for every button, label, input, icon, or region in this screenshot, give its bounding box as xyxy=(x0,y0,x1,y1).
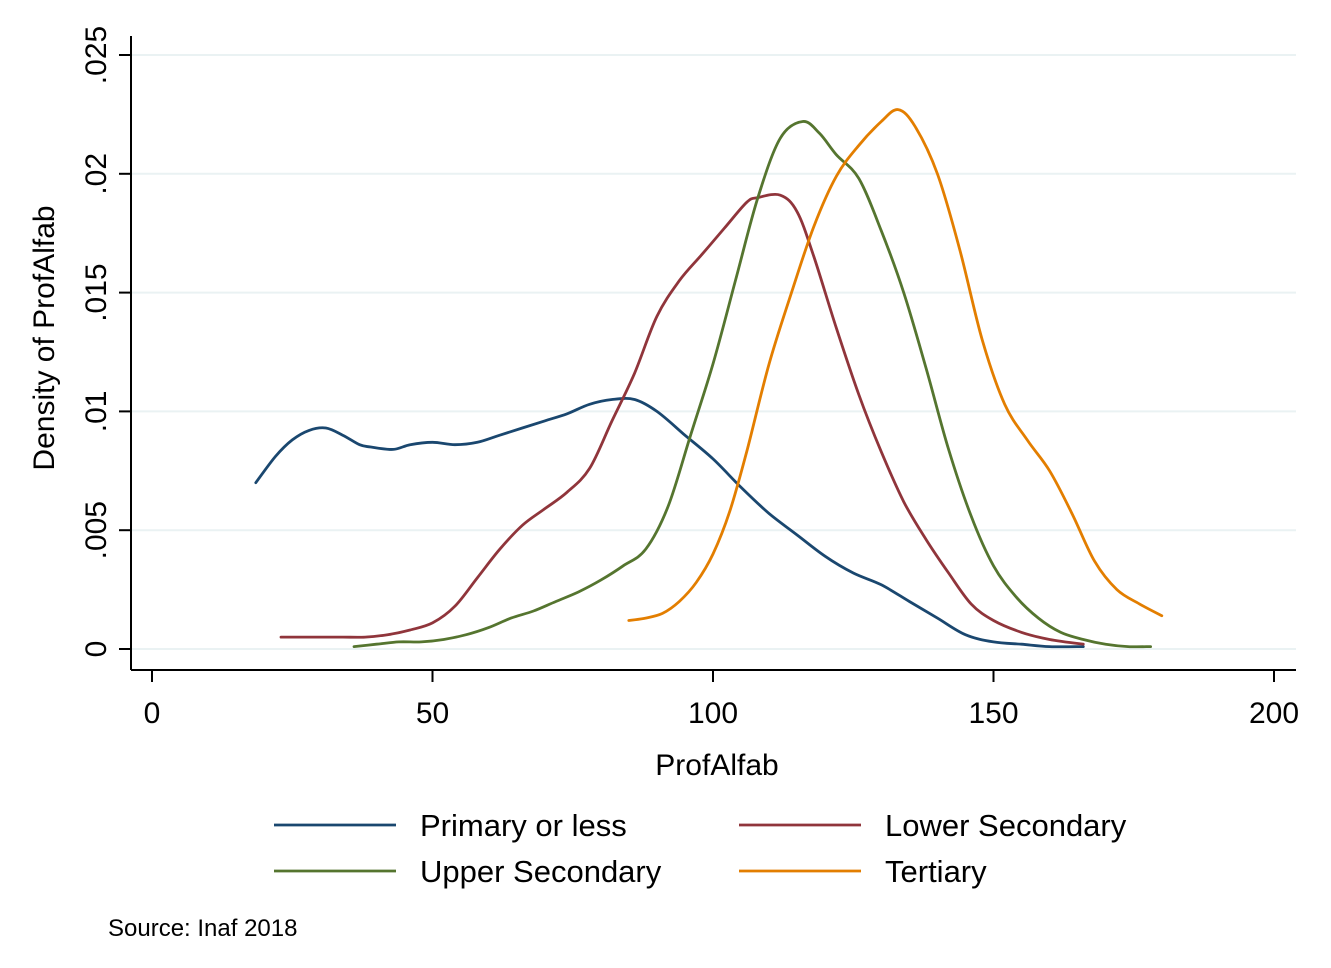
legend-label: Upper Secondary xyxy=(420,854,662,889)
series-line-1 xyxy=(254,397,1085,649)
tick-marks: 0 .005 .01 .015 .02 .025 0 50 100 150 200 xyxy=(80,26,1299,730)
source-note: Source: Inaf 2018 xyxy=(108,915,297,942)
y-tick-label: .02 xyxy=(80,153,113,195)
legend: Primary or less Lower Secondary Upper Seco… xyxy=(274,808,1127,889)
y-tick-label: .01 xyxy=(80,391,113,433)
series-lines xyxy=(254,108,1164,649)
x-tick-label: 50 xyxy=(416,697,449,730)
legend-label: Lower Secondary xyxy=(885,808,1127,843)
y-tick-label: .005 xyxy=(80,501,113,559)
x-tick-label: 0 xyxy=(144,697,161,730)
x-tick-label: 100 xyxy=(688,697,738,730)
legend-label: Primary or less xyxy=(420,808,627,843)
x-axis-title: ProfAlfab xyxy=(655,749,778,782)
y-tick-label: .015 xyxy=(80,263,113,321)
gridlines xyxy=(131,54,1296,650)
x-tick-label: 200 xyxy=(1249,697,1299,730)
y-axis-title: Density of ProfAlfab xyxy=(28,205,61,470)
y-tick-label: .025 xyxy=(80,26,113,84)
series-line-2 xyxy=(279,192,1085,646)
series-line-3 xyxy=(352,120,1152,649)
series-line-4 xyxy=(627,108,1164,622)
legend-label: Tertiary xyxy=(885,854,987,889)
y-tick-label: 0 xyxy=(80,641,113,658)
x-tick-label: 150 xyxy=(968,697,1018,730)
